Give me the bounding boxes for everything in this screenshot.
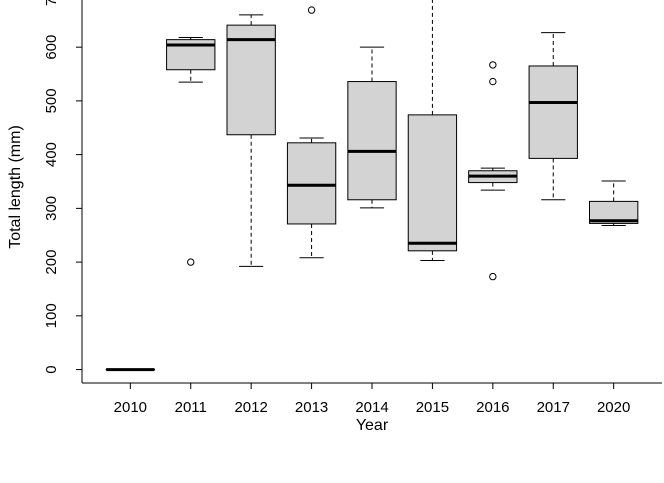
box-2014	[347, 46, 397, 209]
y-tick-label: 0	[43, 365, 60, 373]
box-2011	[166, 36, 216, 266]
boxes-group	[105, 0, 639, 372]
outlier-point	[489, 77, 497, 86]
y-tick-label: 200	[43, 250, 60, 275]
y-tick-label: 100	[43, 303, 60, 328]
y-tick-label: 400	[43, 142, 60, 167]
y-tick-label: 300	[43, 196, 60, 221]
box-2017	[528, 32, 578, 201]
box-2013	[286, 6, 337, 259]
x-tick-label: 2020	[597, 399, 630, 416]
x-tick-label: 2012	[234, 399, 267, 416]
box-rect	[528, 65, 578, 159]
y-tick-label: 500	[43, 88, 60, 113]
x-axis-title: Year	[356, 417, 389, 434]
outlier-point	[307, 6, 316, 14]
x-tick-label: 2015	[416, 399, 449, 416]
y-tick-label: 700	[43, 0, 60, 6]
box-rect	[589, 200, 639, 224]
box-2012	[226, 14, 276, 267]
outlier-point	[489, 61, 497, 69]
outlier-point	[187, 258, 195, 266]
box-2015	[407, 0, 458, 261]
x-tick-label: 2017	[537, 399, 570, 416]
x-tick-label: 2013	[295, 399, 328, 416]
x-tick-label: 2011	[175, 399, 207, 416]
box-rect	[226, 24, 276, 136]
x-tick-label: 2014	[355, 399, 388, 416]
box-rect	[347, 81, 397, 201]
x-axis: 2010 2011 2012 2013 2014 2015 2016 2017 2020	[114, 383, 630, 416]
y-axis-title: Total length (mm)	[7, 125, 24, 249]
box-2020	[589, 180, 639, 227]
box-rect	[407, 114, 458, 252]
x-tick-label: 2016	[476, 399, 509, 416]
x-tick-label: 2010	[114, 399, 147, 416]
box-rect	[286, 142, 337, 225]
y-tick-label: 600	[43, 35, 60, 60]
y-axis: 0 100 200 300 400 500 600 700	[43, 0, 82, 374]
box-2016	[468, 61, 518, 281]
outlier-point	[489, 272, 497, 281]
